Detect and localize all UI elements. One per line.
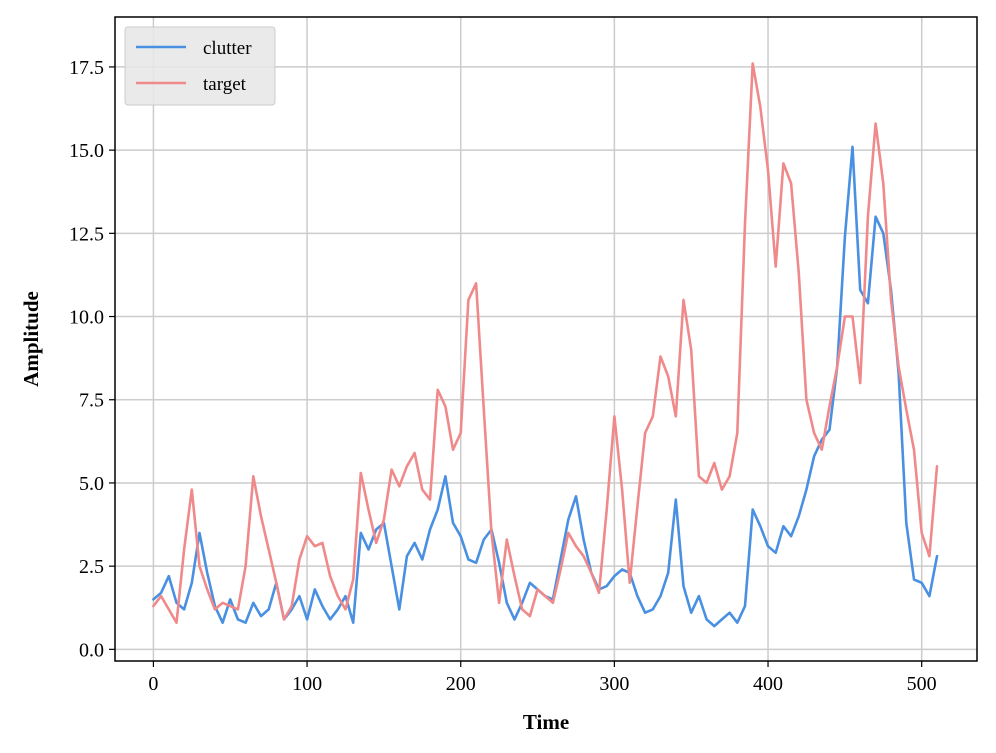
- y-tick-label: 7.5: [79, 390, 104, 412]
- y-tick-label: 12.5: [69, 223, 104, 245]
- x-axis-title: Time: [523, 710, 569, 734]
- x-tick-label: 100: [292, 673, 322, 695]
- legend-label-target: target: [203, 74, 247, 95]
- legend-box: [124, 26, 276, 106]
- y-tick-label: 10.0: [69, 307, 104, 329]
- x-tick-label: 200: [446, 673, 476, 695]
- x-tick-label: 500: [907, 673, 937, 695]
- y-tick-label: 5.0: [79, 473, 104, 495]
- y-tick-label: 0.0: [79, 639, 104, 661]
- y-tick-label: 2.5: [79, 556, 104, 578]
- y-axis: 0.0 2.5 5.0 7.5 10.0 12.5 15.0 17.5: [69, 57, 115, 661]
- x-axis: 0 100 200 300 400 500: [148, 661, 937, 695]
- plot-frame: [114, 16, 978, 662]
- y-tick-label: 15.0: [69, 140, 104, 162]
- grid-lines: [115, 17, 977, 661]
- series-lines: [152, 62, 939, 628]
- x-tick-label: 400: [753, 673, 783, 695]
- legend: clutter target: [124, 26, 276, 106]
- legend-label-clutter: clutter: [203, 38, 252, 59]
- x-tick-label: 0: [148, 673, 158, 695]
- series-line-target: [152, 62, 939, 625]
- x-tick-label: 300: [599, 673, 629, 695]
- y-tick-label: 17.5: [69, 57, 104, 79]
- y-axis-title: Amplitude: [19, 291, 43, 387]
